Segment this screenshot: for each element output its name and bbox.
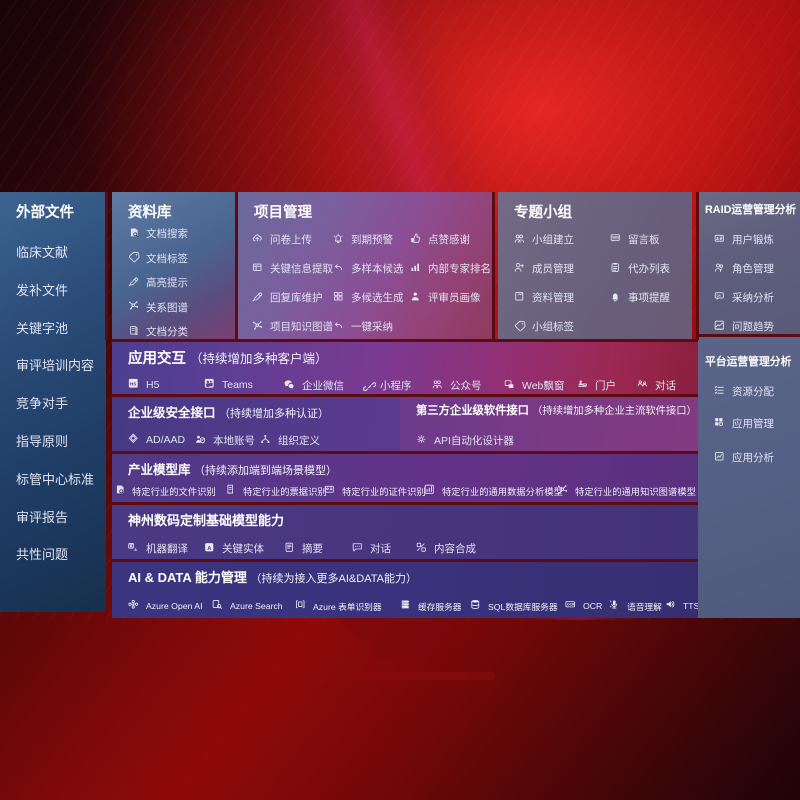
svg-text:QA: QA [717,293,722,297]
svg-text:OCR: OCR [567,603,575,607]
svg-text:H5: H5 [130,381,137,387]
svg-text:BBS: BBS [612,235,619,239]
